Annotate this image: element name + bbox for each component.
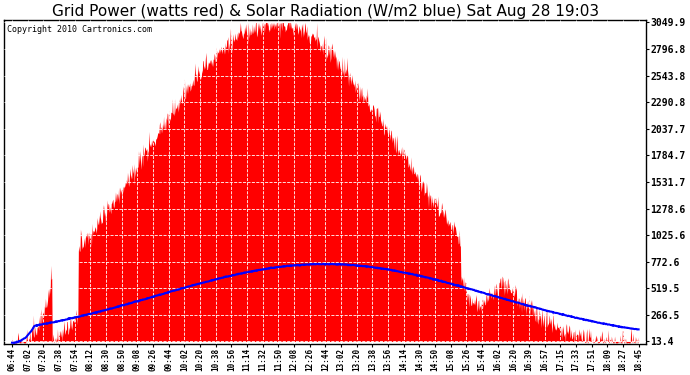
Text: Copyright 2010 Cartronics.com: Copyright 2010 Cartronics.com bbox=[8, 25, 152, 34]
Title: Grid Power (watts red) & Solar Radiation (W/m2 blue) Sat Aug 28 19:03: Grid Power (watts red) & Solar Radiation… bbox=[52, 4, 599, 19]
